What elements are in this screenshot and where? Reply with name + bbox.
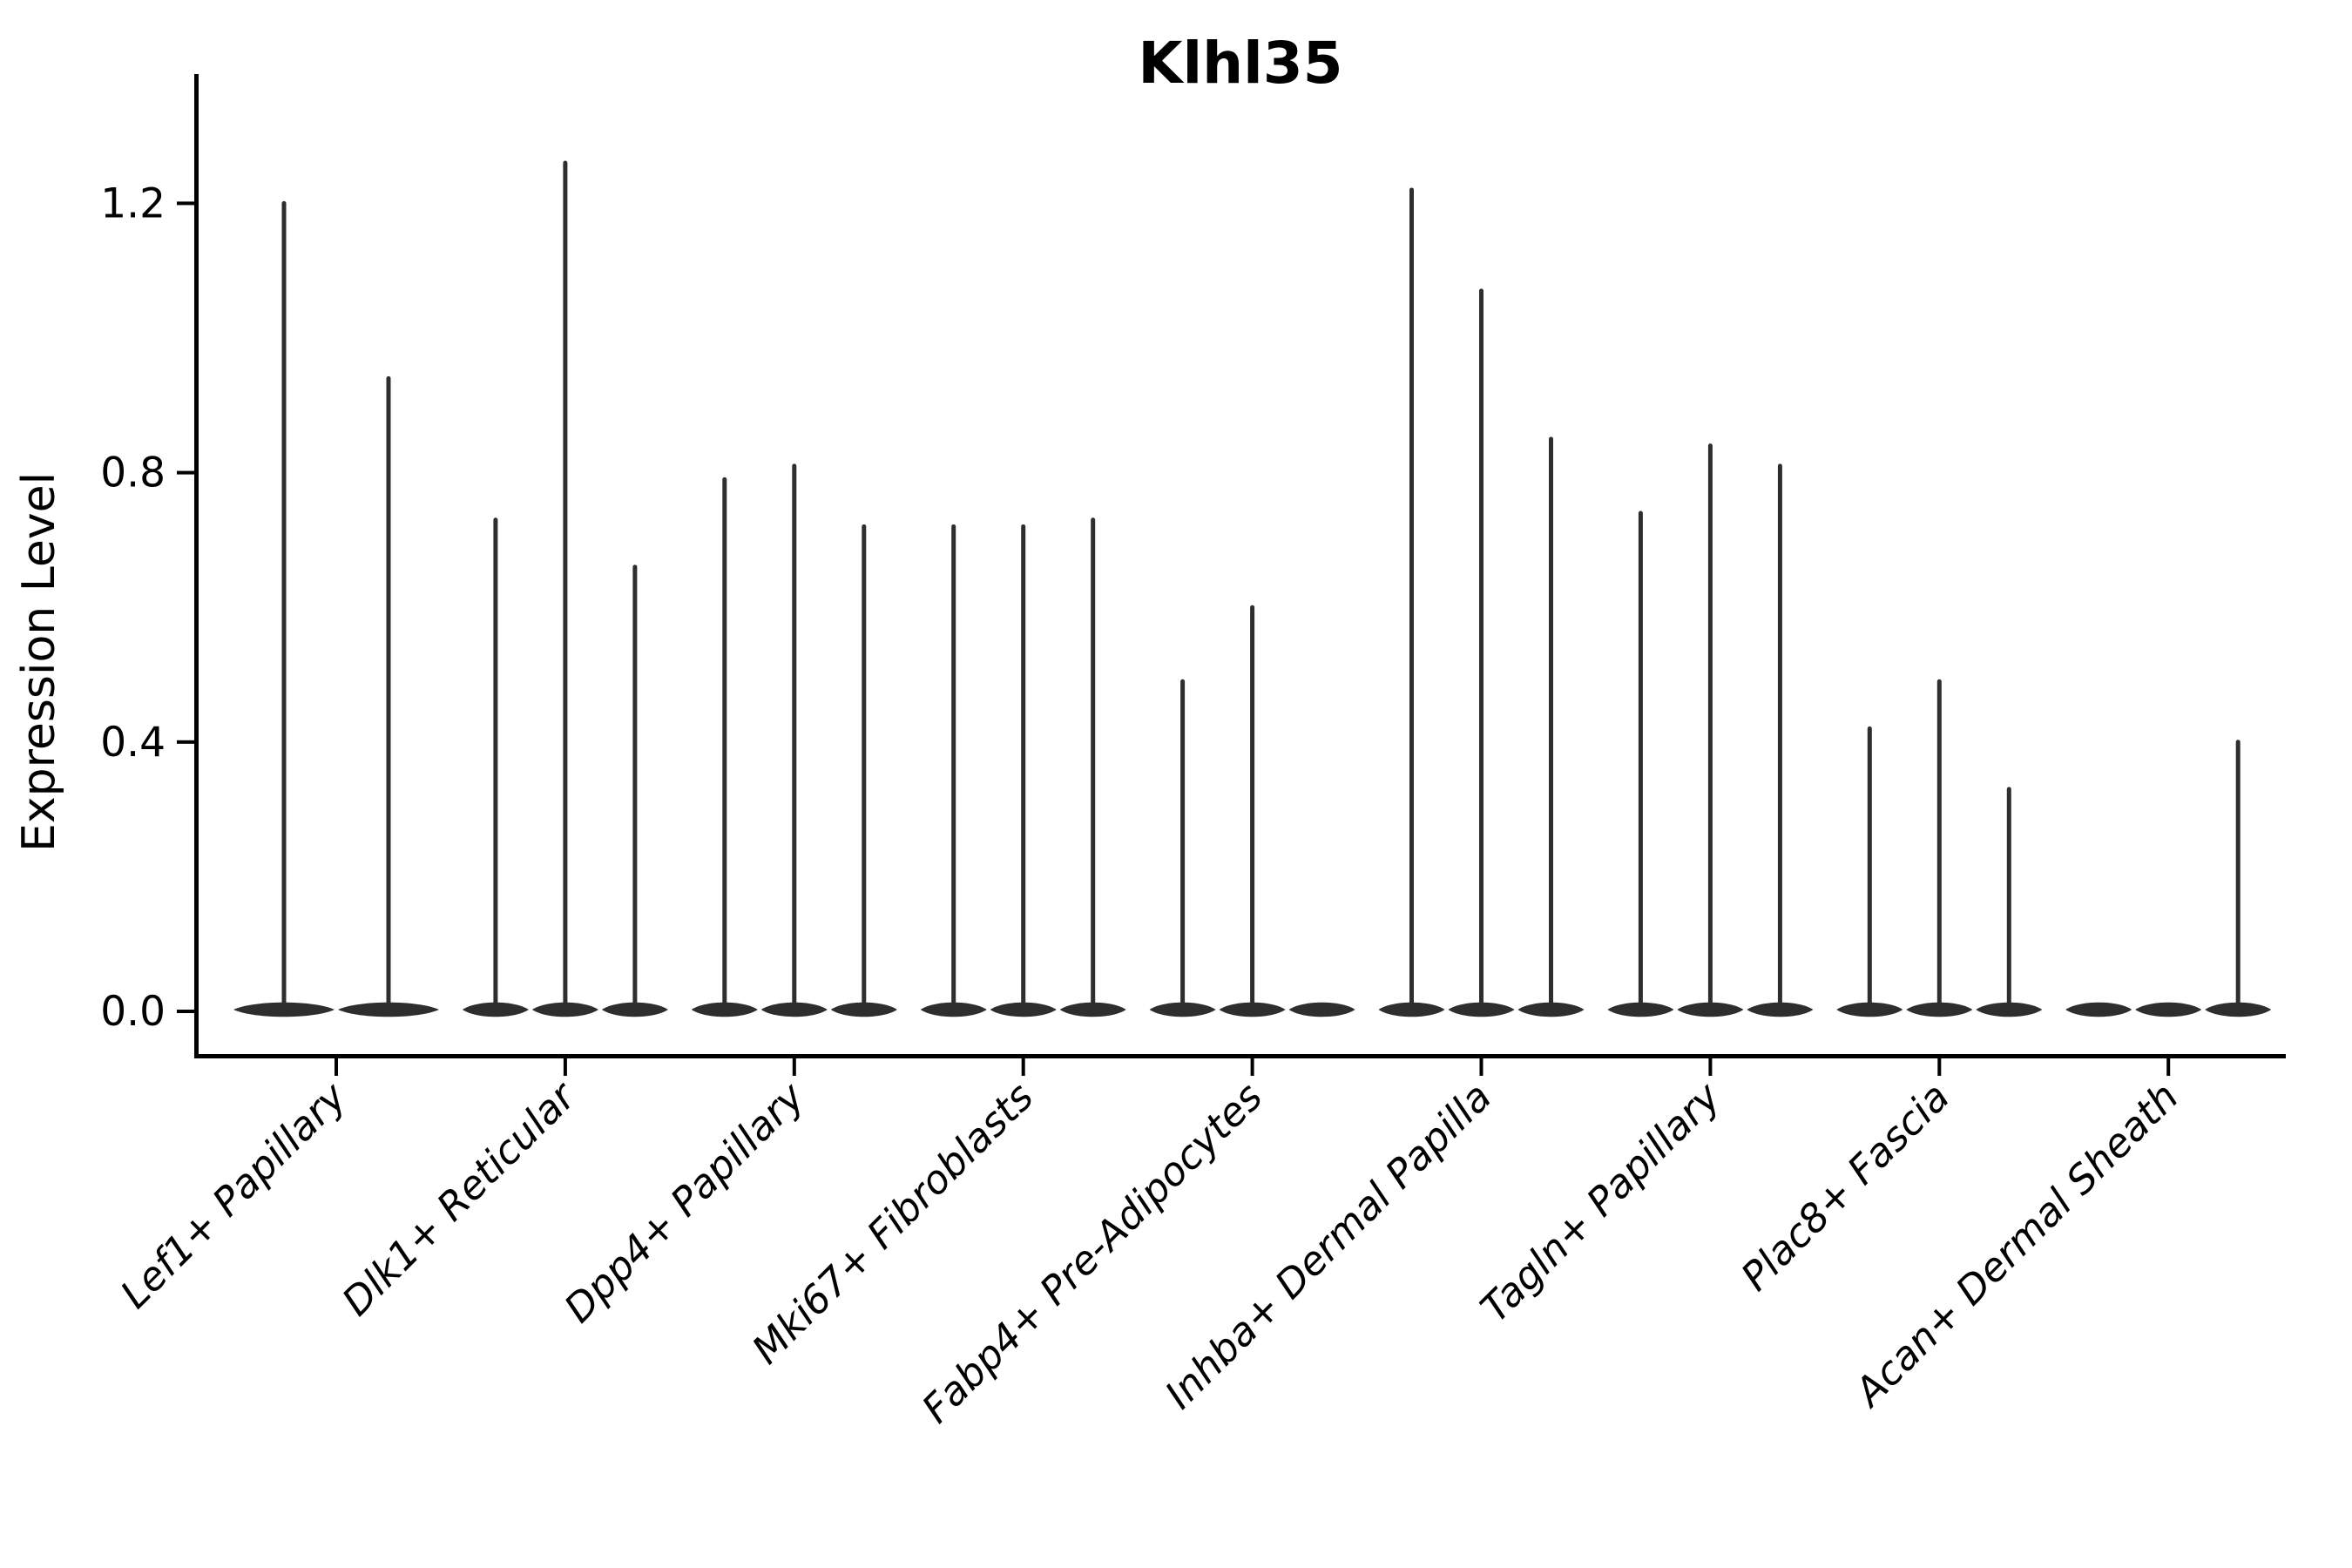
- x-tick: [1937, 1058, 1942, 1076]
- y-axis-label: Expression Level: [13, 472, 65, 852]
- y-tick: [177, 201, 194, 206]
- x-axis-spine: [194, 1054, 2286, 1058]
- x-tick-label: Dpp4+ Papillary: [555, 1072, 814, 1331]
- y-tick-label: 0.4: [100, 719, 166, 767]
- x-tick-label: Tagln+ Papillary: [1471, 1072, 1730, 1331]
- x-tick: [2166, 1058, 2171, 1076]
- y-tick: [177, 740, 194, 744]
- x-tick: [1479, 1058, 1484, 1076]
- violin-body: [2135, 1002, 2202, 1017]
- violin-layer: [233, 160, 2272, 1017]
- y-tick: [177, 1010, 194, 1013]
- x-tick: [563, 1058, 567, 1076]
- x-tick-label: Plac8+ Fascia: [1732, 1073, 1958, 1300]
- violin-body: [1288, 1002, 1355, 1017]
- x-tick: [1708, 1058, 1713, 1076]
- y-tick: [177, 470, 194, 475]
- y-axis-spine: [194, 74, 199, 1058]
- x-tick: [335, 1058, 338, 1076]
- y-tick-label: 0.8: [100, 449, 166, 497]
- violin-body: [2065, 1002, 2132, 1017]
- x-tick-label: Lef1+ Papillary: [112, 1072, 356, 1317]
- x-tick: [1021, 1058, 1025, 1076]
- x-tick-label: Dlk1+ Reticular: [333, 1072, 585, 1325]
- x-tick: [792, 1058, 796, 1076]
- y-tick-label: 1.2: [100, 179, 166, 227]
- x-tick: [1250, 1058, 1254, 1076]
- y-tick-label: 0.0: [100, 988, 166, 1036]
- plot-title: Klhl35: [1138, 30, 1342, 97]
